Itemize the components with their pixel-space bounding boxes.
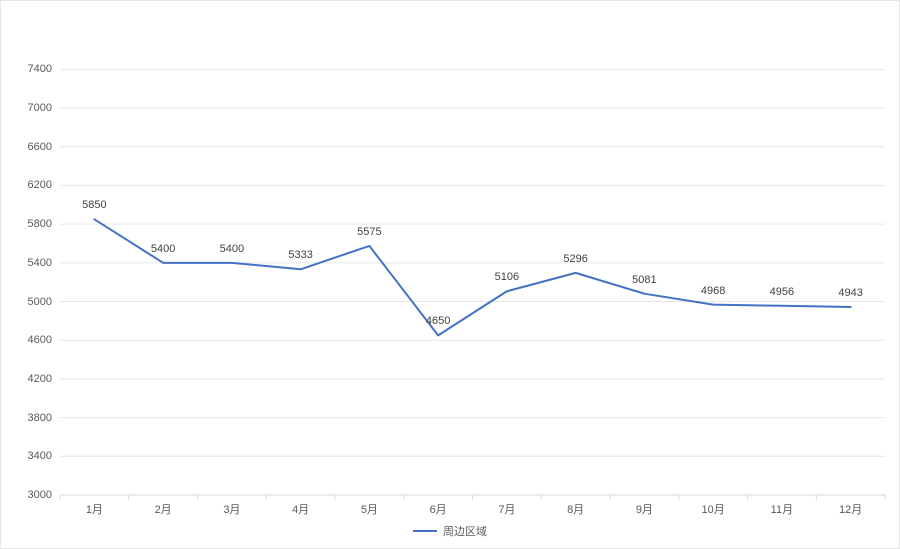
data-point-label: 5850 — [82, 199, 106, 211]
x-tick-label: 7月 — [498, 501, 515, 517]
x-tick-label: 2月 — [155, 501, 172, 517]
data-point-label: 5400 — [220, 243, 244, 255]
data-point-label: 4968 — [701, 285, 725, 297]
data-point-label: 5575 — [357, 226, 381, 238]
data-point-label: 5081 — [632, 274, 656, 286]
x-tick-label: 6月 — [430, 501, 447, 517]
y-tick-label: 6200 — [0, 179, 52, 191]
chart-container: 周边区域1-12月均价走势 30003400380042004600500054… — [0, 0, 900, 549]
data-point-label: 5333 — [288, 249, 312, 261]
data-point-label: 4943 — [838, 287, 862, 299]
y-tick-label: 5400 — [0, 257, 52, 269]
legend-item: 周边区域 — [413, 523, 487, 539]
y-tick-label: 3800 — [0, 412, 52, 424]
x-tick-label: 1月 — [86, 501, 103, 517]
x-tick-label: 8月 — [567, 501, 584, 517]
x-tick-label: 9月 — [636, 501, 653, 517]
y-tick-label: 3000 — [0, 489, 52, 501]
x-tick-label: 4月 — [292, 501, 309, 517]
y-tick-label: 4600 — [0, 334, 52, 346]
data-point-label: 5296 — [563, 253, 587, 265]
data-point-label: 5106 — [495, 271, 519, 283]
data-point-label: 4956 — [770, 286, 794, 298]
x-tick-label: 11月 — [771, 501, 793, 517]
y-tick-label: 7000 — [0, 102, 52, 114]
legend-line-icon — [413, 530, 437, 532]
y-tick-label: 3400 — [0, 450, 52, 462]
x-tick-label: 5月 — [361, 501, 378, 517]
y-tick-label: 7400 — [0, 63, 52, 75]
legend: 周边区域 — [0, 523, 900, 539]
x-tick-label: 10月 — [702, 501, 725, 517]
x-tick-label: 3月 — [223, 501, 240, 517]
y-tick-label: 4200 — [0, 373, 52, 385]
data-point-label: 5400 — [151, 243, 175, 255]
chart-svg — [0, 0, 900, 549]
y-tick-label: 5000 — [0, 296, 52, 308]
y-tick-label: 5800 — [0, 218, 52, 230]
legend-label: 周边区域 — [443, 523, 487, 539]
data-point-label: 4650 — [426, 315, 450, 327]
x-tick-label: 12月 — [839, 501, 862, 517]
y-tick-label: 6600 — [0, 141, 52, 153]
